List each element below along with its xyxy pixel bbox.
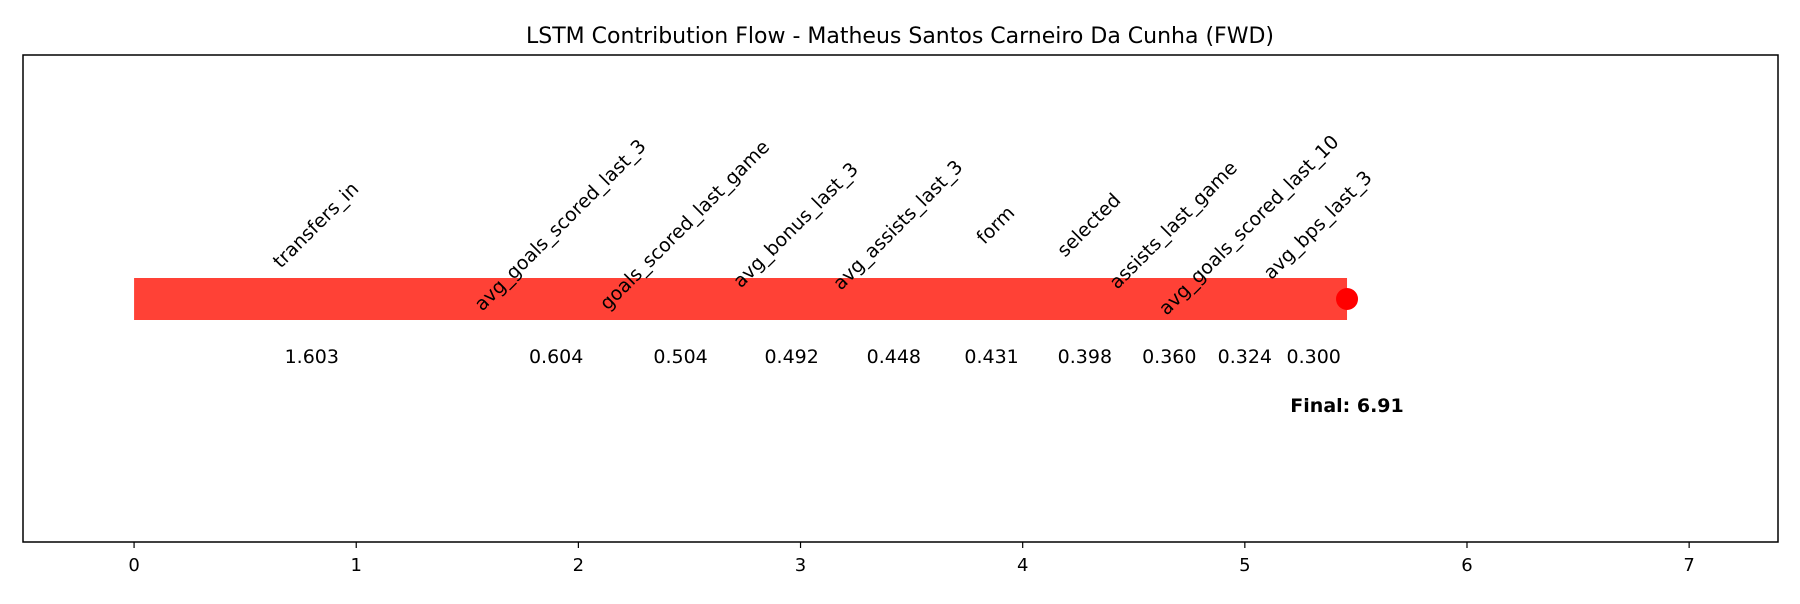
contribution-value-label: 0.604: [529, 346, 583, 368]
contribution-value-label: 0.492: [764, 346, 818, 368]
contribution-value-label: 0.360: [1142, 346, 1196, 368]
x-tick-label: 7: [1683, 555, 1694, 576]
x-tick-label: 0: [128, 555, 139, 576]
contribution-value-label: 0.398: [1058, 346, 1112, 368]
x-tick-label: 1: [351, 555, 362, 576]
x-tick-label: 4: [1017, 555, 1028, 576]
contribution-value-label: 0.300: [1286, 346, 1340, 368]
x-tick-label: 5: [1239, 555, 1250, 576]
feature-label: assists_last_game: [1105, 157, 1242, 294]
value-label-group: 1.603 0.604 0.504 0.492 0.448 0.431 0.398 0.360…: [285, 346, 1341, 368]
contribution-bar: [134, 278, 1348, 320]
plot-area-frame: [22, 54, 1779, 543]
contribution-value-label: 0.324: [1218, 346, 1272, 368]
contribution-value-label: 0.448: [867, 346, 921, 368]
x-tick-label: 3: [795, 555, 806, 576]
feature-label: form: [972, 202, 1019, 249]
final-score-label: Final: 6.91: [1290, 395, 1403, 417]
chart-title: LSTM Contribution Flow - Matheus Santos …: [526, 24, 1274, 49]
contribution-value-label: 0.431: [964, 346, 1018, 368]
contribution-value-label: 0.504: [653, 346, 707, 368]
x-tick-label: 2: [573, 555, 584, 576]
x-tick-label: 6: [1461, 555, 1472, 576]
contribution-value-label: 1.603: [285, 346, 339, 368]
bar-group: [134, 278, 1359, 320]
feature-label: transfers_in: [269, 178, 364, 273]
feature-label: selected: [1053, 189, 1125, 261]
x-axis: 0 1 2 3 4 5 6 7: [128, 542, 1695, 576]
final-marker-dot: [1336, 288, 1359, 310]
